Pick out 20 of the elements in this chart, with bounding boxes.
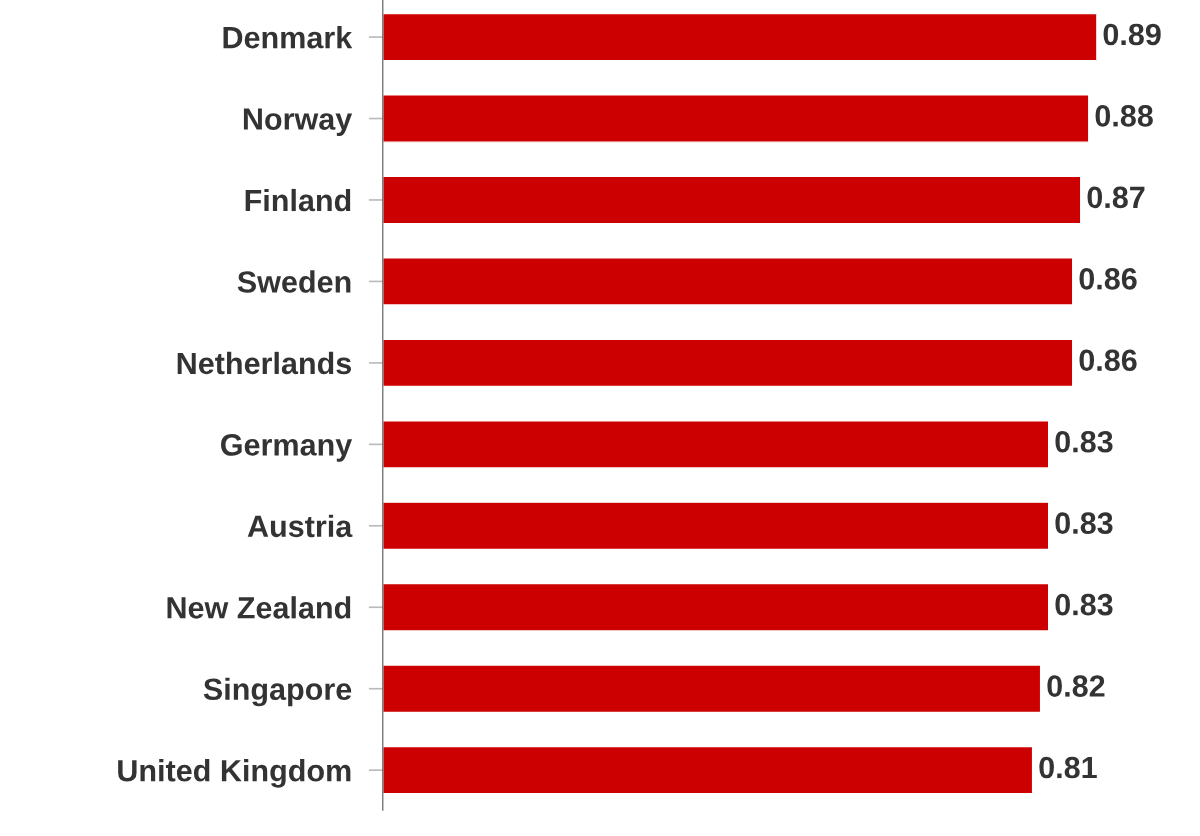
- data-label: 0.88: [1095, 105, 1153, 127]
- y-tick-label: United Kingdom: [118, 759, 351, 788]
- data-label: 0.82: [1047, 675, 1105, 697]
- data-label: 0.89: [1103, 23, 1161, 46]
- data-label: 0.86: [1079, 268, 1137, 290]
- y-tick-label: Austria: [247, 514, 353, 538]
- data-label: 0.87: [1087, 186, 1145, 209]
- y-tick-label: Singapore: [203, 677, 352, 707]
- data-label: 0.86: [1079, 349, 1137, 372]
- y-tick-label: Netherlands: [177, 351, 351, 375]
- data-label: 0.83: [1055, 430, 1113, 453]
- data-label: 0.83: [1055, 512, 1113, 535]
- y-tick-label: Denmark: [223, 25, 353, 49]
- y-tick-label: Sweden: [237, 270, 351, 293]
- y-tick-label: New Zealand: [167, 596, 351, 619]
- data-label: 0.83: [1055, 593, 1113, 616]
- data-label: 0.81: [1039, 756, 1097, 779]
- y-tick-label: Finland: [245, 188, 351, 212]
- y-tick-label: Norway: [243, 108, 353, 136]
- y-tick-label: Germany: [221, 434, 353, 462]
